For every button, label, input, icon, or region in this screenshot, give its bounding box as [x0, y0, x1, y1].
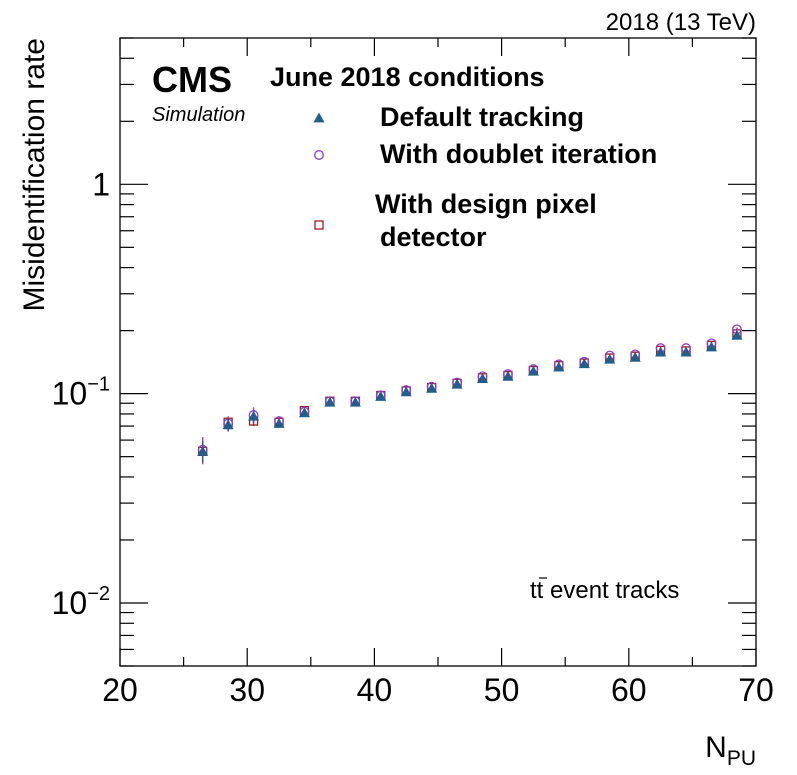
- legend-entry-default: Default tracking: [380, 102, 584, 132]
- lumi-label: 2018 (13 TeV): [606, 9, 756, 36]
- x-tick-label: 20: [102, 672, 138, 708]
- x-tick-label: 30: [229, 672, 265, 708]
- data-markers: [197, 324, 743, 465]
- data-point-triangle: [273, 418, 285, 428]
- event-annotation: tt event tracks: [530, 577, 679, 604]
- legend-marker-square: [314, 220, 324, 230]
- data-point-triangle: [731, 329, 743, 340]
- data-point-triangle: [426, 382, 438, 393]
- legend-entry-design-line2: detector: [380, 222, 487, 252]
- y-tick-label: 10−1: [52, 374, 110, 412]
- data-point-triangle: [477, 373, 489, 384]
- y-axis-title: Misidentification rate: [18, 38, 51, 311]
- experiment-sub-label: Simulation: [152, 104, 245, 126]
- data-point-triangle: [502, 370, 514, 381]
- annotation-t: t: [530, 577, 537, 604]
- x-tick-label: 70: [738, 672, 774, 708]
- data-point-triangle: [629, 351, 641, 362]
- x-axis-title: NPU: [705, 731, 756, 770]
- data-point-triangle: [400, 386, 412, 397]
- legend-marker-circle: [314, 150, 324, 160]
- data-point-triangle: [705, 341, 717, 352]
- legend-header: June 2018 conditions: [270, 62, 545, 92]
- data-point-triangle: [553, 361, 565, 372]
- x-tick-label: 60: [611, 672, 647, 708]
- data-point-triangle: [604, 353, 616, 364]
- y-tick-label: 1: [92, 166, 110, 202]
- data-point-triangle: [451, 378, 463, 389]
- data-point-triangle: [655, 346, 667, 357]
- data-point-triangle: [375, 390, 387, 401]
- data-point-triangle: [222, 419, 234, 430]
- legend-markers: [313, 112, 325, 230]
- x-tick-label: 50: [484, 672, 520, 708]
- legend-entry-doublet: With doublet iteration: [380, 139, 657, 169]
- series-triangle: [197, 329, 743, 463]
- data-point-triangle: [197, 445, 209, 456]
- x-axis-title-sub: PU: [727, 747, 756, 770]
- legend-marker-triangle: [313, 112, 325, 123]
- y-tick-label: 10−2: [52, 583, 110, 621]
- annotation-text: event tracks: [543, 577, 679, 604]
- legend-entry-design-line1: With design pixel: [375, 189, 597, 219]
- data-point-triangle: [349, 396, 361, 407]
- axis-ticks: [119, 37, 757, 667]
- x-tick-label: 40: [357, 672, 393, 708]
- data-point-triangle: [324, 396, 336, 407]
- experiment-label: CMS: [152, 59, 232, 100]
- x-axis-title-main: N: [705, 731, 727, 764]
- legend: June 2018 conditions Default tracking Wi…: [270, 62, 657, 252]
- data-point-triangle: [527, 365, 539, 376]
- annotation-tbar: t: [537, 577, 544, 604]
- data-point-triangle: [680, 346, 692, 357]
- data-point-triangle: [578, 358, 590, 369]
- axis-tick-labels: 20 30 40 50 60 70 10−2 10−1 1: [52, 166, 774, 708]
- data-point-triangle: [298, 407, 310, 418]
- data-point-triangle: [248, 410, 260, 421]
